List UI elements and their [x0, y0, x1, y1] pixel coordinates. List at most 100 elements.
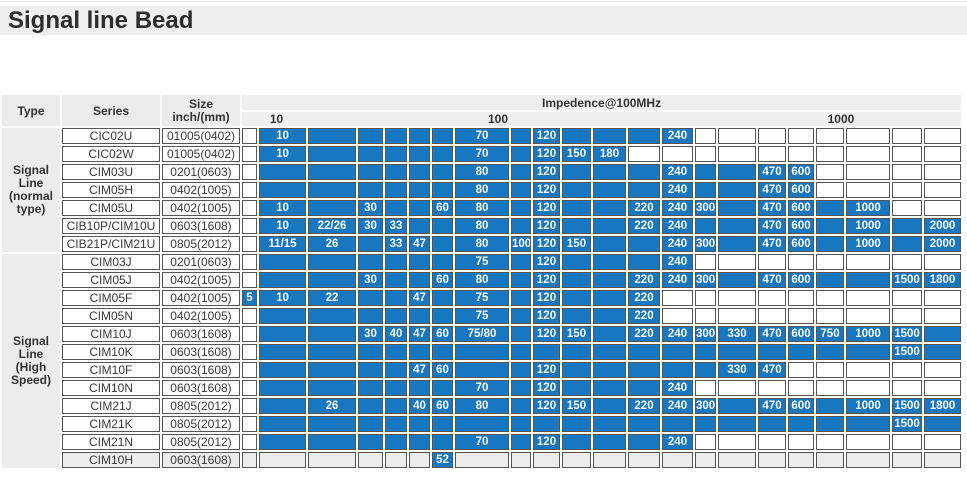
impedance-cell-empty — [533, 452, 560, 468]
table-row: CIM10F 0603(1608) 47 60 120 330 470 — [2, 362, 962, 378]
impedance-cell-empty — [758, 146, 786, 162]
impedance-cell-empty — [242, 398, 257, 414]
impedance-cell-empty — [758, 254, 786, 270]
impedance-cell-value: 750 — [816, 326, 844, 342]
impedance-cell-value — [533, 416, 560, 432]
series-cell: CIM05N — [62, 308, 160, 324]
impedance-cell-value — [409, 164, 430, 180]
impedance-cell-empty — [846, 380, 890, 396]
impedance-cell-empty — [846, 452, 890, 468]
impedance-cell-empty — [628, 452, 660, 468]
impedance-cell-value: 120 — [533, 398, 560, 414]
impedance-cell-value: 220 — [628, 218, 660, 234]
impedance-cell-empty — [511, 452, 531, 468]
impedance-cell-empty — [846, 434, 890, 450]
impedance-cell-empty — [718, 434, 756, 450]
table-row: Signal Line (High Speed) CIM03J 0201(0603) 75 1… — [2, 254, 962, 468]
impedance-cell-value: 240 — [662, 182, 693, 198]
impedance-cell-value — [846, 272, 890, 288]
impedance-cell-empty — [924, 452, 962, 468]
impedance-cell-value — [308, 362, 356, 378]
impedance-cell-value — [432, 218, 453, 234]
size-cell: 0603(1608) — [162, 218, 240, 234]
impedance-cell-empty — [924, 254, 962, 270]
impedance-cell-value — [308, 200, 356, 216]
impedance-cell-empty — [662, 290, 693, 306]
impedance-cell-value — [358, 182, 383, 198]
table-row: CIM05J 0402(1005) 30 60 80 120 220 240 300 470 600… — [2, 272, 962, 288]
impedance-cell-empty — [924, 200, 962, 216]
impedance-cell-value — [358, 416, 383, 432]
impedance-cell-value: 240 — [662, 164, 693, 180]
impedance-cell-empty — [718, 146, 756, 162]
impedance-cell-empty — [758, 380, 786, 396]
impedance-cell-value — [695, 164, 716, 180]
impedance-cell-empty — [242, 362, 257, 378]
impedance-cell-value — [358, 362, 383, 378]
impedance-cell-value — [432, 434, 453, 450]
impedance-cell-value — [308, 380, 356, 396]
impedance-cell-empty — [924, 164, 962, 180]
impedance-cell-value — [432, 380, 453, 396]
impedance-cell-value: 60 — [432, 362, 453, 378]
impedance-cell-value: 150 — [562, 146, 591, 162]
impedance-cell-value — [816, 218, 844, 234]
impedance-cell-value — [385, 128, 407, 144]
impedance-cell-value — [562, 362, 591, 378]
impedance-cell-value: 22/26 — [308, 218, 356, 234]
impedance-cell-value — [358, 344, 383, 360]
impedance-cell-value: 80 — [455, 272, 509, 288]
impedance-cell-value — [432, 344, 453, 360]
col-header-impedance: Impedence@100MHz — [242, 95, 962, 110]
impedance-cell-empty — [846, 164, 890, 180]
impedance-cell-value: 220 — [628, 290, 660, 306]
size-cell: 0805(2012) — [162, 398, 240, 414]
impedance-cell-value: 10 — [259, 146, 306, 162]
impedance-cell-value: 80 — [455, 218, 509, 234]
impedance-cell-empty — [892, 182, 922, 198]
impedance-cell-value — [259, 326, 306, 342]
table-row: CIM03U 0201(0603) 80 120 240 470 600 — [2, 164, 962, 180]
series-cell: CIM05F — [62, 290, 160, 306]
impedance-cell-value — [385, 254, 407, 270]
impedance-cell-value — [385, 182, 407, 198]
impedance-cell-value — [511, 290, 531, 306]
impedance-cell-empty — [924, 434, 962, 450]
impedance-cell-value: 30 — [358, 326, 383, 342]
table-row: CIM10N 0603(1608) 70 120 240 — [2, 380, 962, 396]
impedance-cell-empty — [846, 290, 890, 306]
series-cell: CIM10J — [62, 326, 160, 342]
impedance-cell-value: 300 — [695, 200, 716, 216]
impedance-cell-value — [562, 290, 591, 306]
impedance-cell-empty — [718, 128, 756, 144]
impedance-cell-value: 600 — [788, 236, 814, 252]
impedance-cell-value: 470 — [758, 398, 786, 414]
impedance-cell-value — [562, 308, 591, 324]
impedance-cell-empty — [892, 434, 922, 450]
impedance-cell-value — [628, 254, 660, 270]
impedance-cell-empty — [816, 434, 844, 450]
impedance-cell-value: 60 — [432, 200, 453, 216]
impedance-cell-value: 75 — [455, 290, 509, 306]
col-header-series: Series — [62, 95, 160, 126]
impedance-cell-value — [259, 272, 306, 288]
impedance-cell-empty — [892, 308, 922, 324]
impedance-cell-value: 240 — [662, 326, 693, 342]
impedance-cell-value: 120 — [533, 164, 560, 180]
impedance-cell-value: 470 — [758, 236, 786, 252]
impedance-cell-value — [593, 128, 626, 144]
series-cell: CIC02U — [62, 128, 160, 144]
impedance-cell-value: 75 — [455, 254, 509, 270]
impedance-cell-value: 120 — [533, 182, 560, 198]
impedance-cell-value — [593, 200, 626, 216]
impedance-cell-empty — [846, 362, 890, 378]
impedance-cell-value — [628, 380, 660, 396]
impedance-cell-value: 10 — [259, 200, 306, 216]
impedance-cell-value: 300 — [695, 236, 716, 252]
table-row: CIM10H 0603(1608) 52 — [2, 452, 962, 468]
impedance-cell-value: 600 — [788, 164, 814, 180]
size-cell: 0805(2012) — [162, 416, 240, 432]
impedance-cell-value: 60 — [432, 326, 453, 342]
impedance-cell-value — [511, 182, 531, 198]
impedance-cell-value: 80 — [455, 182, 509, 198]
